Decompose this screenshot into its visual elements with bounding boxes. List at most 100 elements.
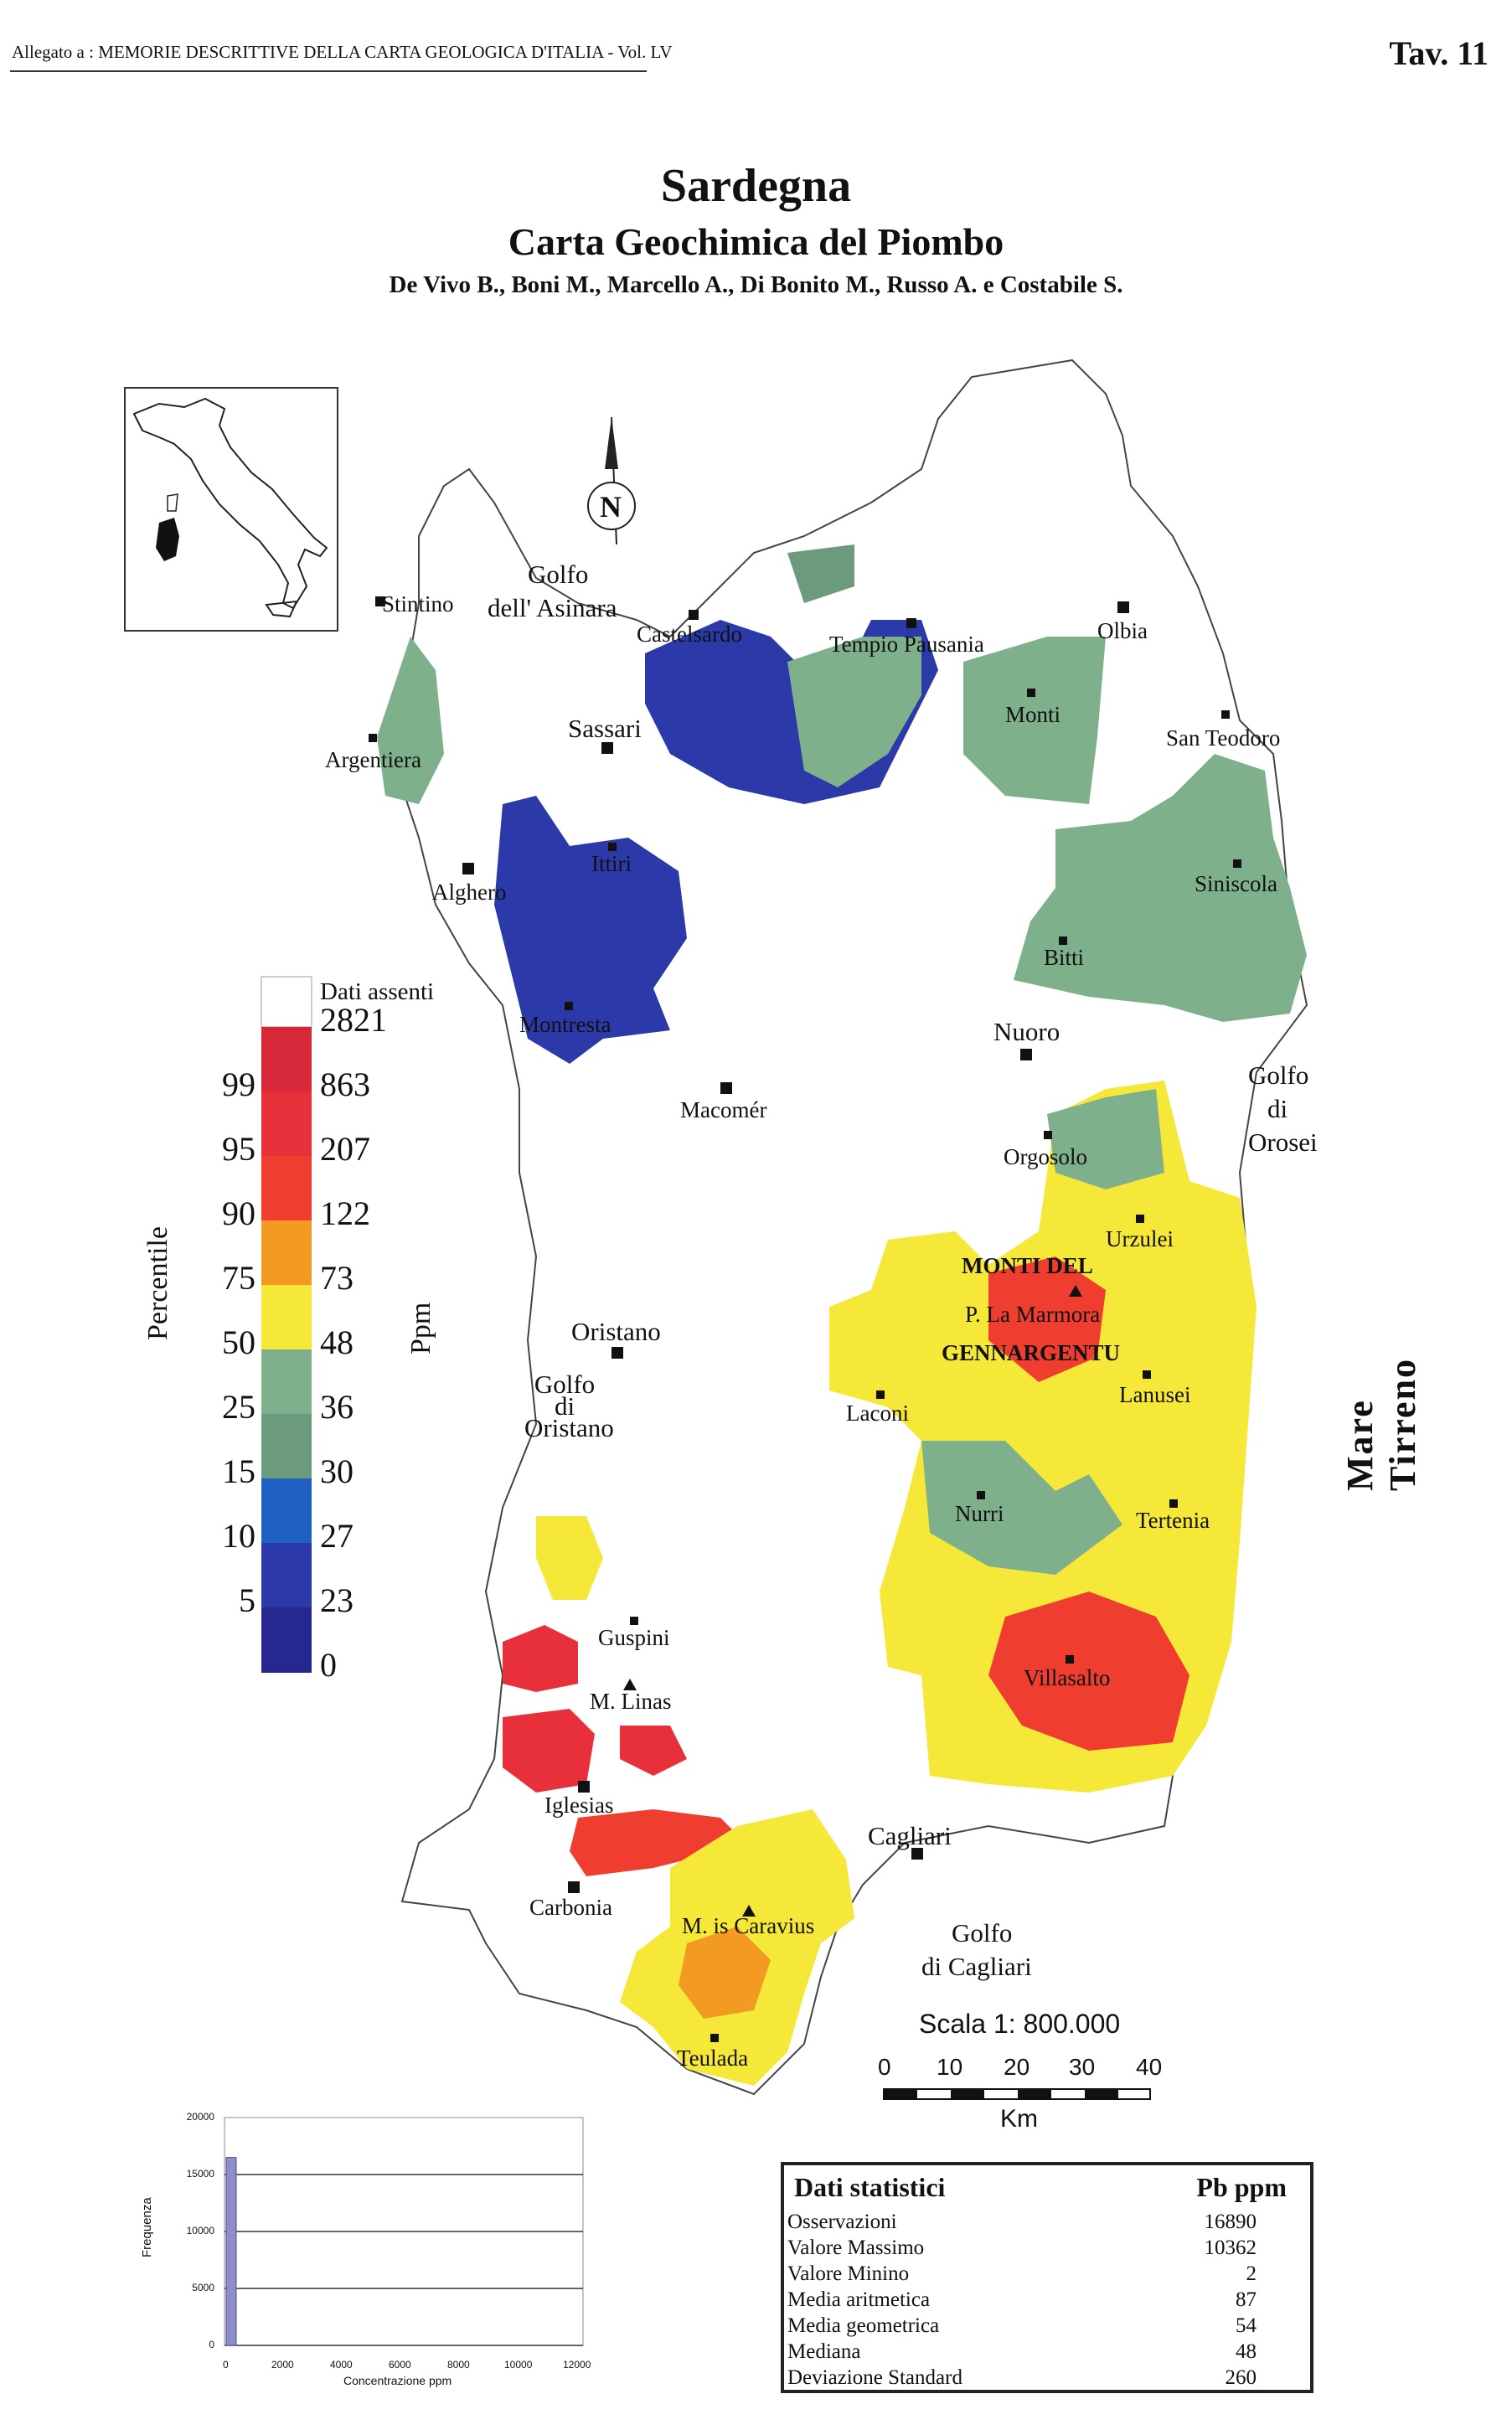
patch-linas-red-2 (620, 1726, 687, 1776)
legend-swatch (261, 1156, 312, 1221)
histogram-ytick: 5000 (192, 2282, 214, 2293)
place-monti-del: MONTI DEL (962, 1253, 1093, 1278)
histogram-xtick: 0 (223, 2359, 229, 2371)
legend-swatch (261, 1220, 312, 1286)
legend-percentile-value: 5 (239, 1581, 255, 1619)
place-nuoro: Nuoro (993, 1017, 1060, 1046)
place-macomer: Macomér (680, 1097, 767, 1122)
legend-percentile-value: 90 (222, 1194, 255, 1232)
patch-siniscola (1014, 754, 1307, 1022)
patch-tempio (787, 637, 921, 787)
legend-ppm-value: 0 (320, 1646, 337, 1684)
legend-ppm-value: 863 (320, 1065, 370, 1103)
place-argentiera: Argentiera (325, 747, 421, 772)
peak-marker (742, 1905, 756, 1917)
place-teulada: Teulada (677, 2046, 749, 2071)
town-marker (612, 1347, 623, 1359)
header-divider (10, 70, 647, 72)
stats-row-label: Osservazioni (787, 2211, 897, 2233)
town-marker (1233, 859, 1241, 868)
legend-percentile-label: Percentile (142, 1226, 173, 1340)
place-linas: M. Linas (590, 1689, 672, 1714)
legend-ppm-value: 207 (320, 1130, 370, 1168)
scale-unit: Km (1000, 2105, 1038, 2133)
town-marker (601, 742, 613, 754)
stats-row-label: Mediana (787, 2340, 861, 2363)
place-golfo-orosei: Golfo di Orosei (1248, 1059, 1318, 1159)
stats-row-value: 10362 (1204, 2237, 1257, 2259)
patch-argentiera (377, 637, 444, 804)
stats-row-label: Deviazione Standard (787, 2366, 962, 2389)
peak-marker (1069, 1285, 1082, 1297)
place-guspini: Guspini (598, 1625, 670, 1650)
place-bitti: Bitti (1044, 945, 1085, 970)
place-montresta: Montresta (519, 1012, 612, 1037)
patch-orgosolo-green (1047, 1089, 1164, 1189)
patch-north-strip (787, 544, 854, 603)
header-caption: Allegato a : MEMORIE DESCRITTIVE DELLA C… (12, 42, 673, 62)
north-label: N (600, 490, 622, 524)
patch-ittiri (494, 796, 687, 1064)
stats-row: Deviazione Standard 260 (787, 2366, 1303, 2390)
patch-oristano-small (536, 1516, 603, 1600)
legend-swatch (261, 1414, 312, 1479)
place-golfo-cagliari-1: Golfo (952, 1918, 1013, 1948)
stats-row: Media aritmetica 87 (787, 2288, 1303, 2312)
town-marker (369, 734, 377, 742)
legend-ppm-value: 23 (320, 1581, 353, 1619)
town-marker (1169, 1499, 1178, 1508)
patch-nurri-green (921, 1441, 1122, 1575)
patch-guspini-red (503, 1625, 578, 1692)
legend-swatch (261, 1027, 312, 1092)
legend-swatch (261, 1543, 312, 1608)
town-marker (375, 596, 385, 606)
legend-ppm-value: 36 (320, 1388, 353, 1426)
histogram-ytick: 20000 (186, 2111, 214, 2123)
stats-row-value: 48 (1236, 2340, 1257, 2363)
place-golfo-asinara-2: dell' Asinara (488, 593, 617, 622)
town-marker (630, 1617, 638, 1625)
town-marker (977, 1491, 985, 1499)
histogram-xtick: 2000 (271, 2359, 294, 2371)
town-marker (906, 618, 916, 628)
place-caravius: M. is Caravius (682, 1913, 815, 1938)
legend-ppm-label: Ppm (405, 1302, 436, 1354)
histogram-xtick: 8000 (447, 2359, 470, 2371)
town-marker (1221, 710, 1230, 719)
stats-row-value: 2 (1246, 2262, 1257, 2285)
stats-row: Media geometrica 54 (787, 2314, 1303, 2338)
legend-ppm-value: 73 (320, 1259, 353, 1297)
town-marker (876, 1390, 885, 1399)
legend-percentile-value: 50 (222, 1323, 255, 1361)
stats-row-value: 16890 (1204, 2211, 1257, 2233)
stats-row: Osservazioni 16890 (787, 2211, 1303, 2234)
legend-percentile-value: 75 (222, 1259, 255, 1297)
legend-swatch-no-data (261, 976, 312, 1028)
town-marker (1027, 689, 1035, 697)
place-monti: Monti (1005, 702, 1061, 727)
stats-row-label: Valore Minino (787, 2262, 910, 2285)
place-siniscola: Siniscola (1195, 871, 1277, 896)
patch-caravius-orange (679, 1927, 771, 2019)
legend-no-data-label: Dati assenti (320, 978, 435, 1005)
place-laconi: Laconi (846, 1401, 909, 1426)
golfo-oristano-line-2: di (554, 1391, 575, 1421)
scale-tick: 40 (1136, 2054, 1163, 2080)
histogram-xtick: 10000 (504, 2359, 533, 2371)
place-carbonia: Carbonia (529, 1895, 612, 1920)
histogram-xtick: 6000 (389, 2359, 411, 2371)
place-ittiri: Ittiri (591, 851, 632, 876)
place-orgosolo: Orgosolo (1004, 1144, 1088, 1169)
place-stintino: Stintino (382, 591, 454, 617)
town-marker (1136, 1215, 1144, 1223)
histogram-xtick: 12000 (563, 2359, 591, 2371)
legend-percentile-value: 15 (222, 1452, 255, 1490)
town-marker (689, 610, 699, 620)
town-marker (1044, 1131, 1052, 1139)
legend-percentile-value: 95 (222, 1130, 255, 1168)
peak-marker (623, 1679, 637, 1690)
patch-linas-red-1 (503, 1709, 595, 1793)
town-marker (1020, 1049, 1032, 1060)
golfo-oristano-line-1: Golfo (534, 1370, 596, 1399)
scale-tick: 10 (937, 2054, 963, 2080)
